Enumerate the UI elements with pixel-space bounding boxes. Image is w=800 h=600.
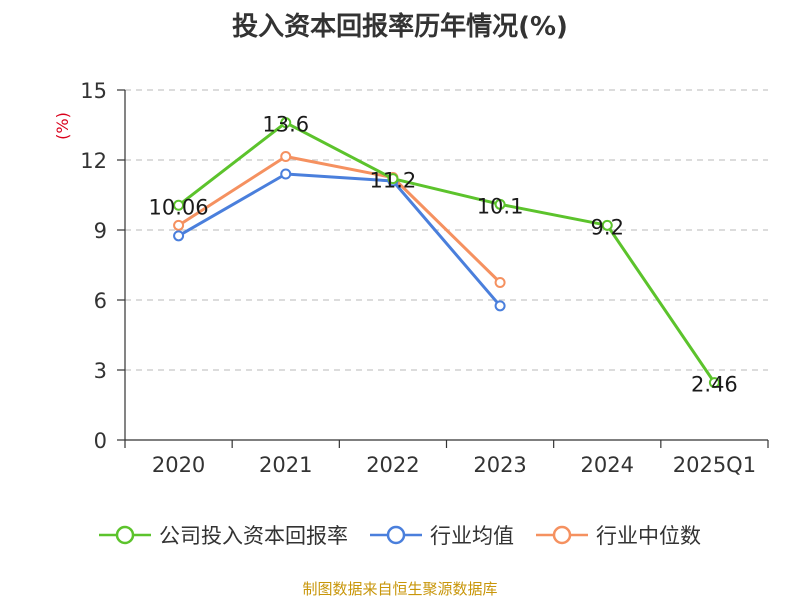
series-line — [177, 155, 502, 284]
y-tick-label: 0 — [94, 429, 107, 453]
x-tick-label: 2025Q1 — [673, 453, 756, 477]
data-point — [173, 199, 185, 211]
data-label: 13.6 — [262, 113, 309, 137]
series-line — [177, 172, 502, 307]
data-label: 10.1 — [477, 194, 524, 218]
data-point — [173, 219, 185, 231]
data-point — [494, 198, 506, 210]
legend-swatch-company — [99, 525, 151, 545]
legend-label-industry-median: 行业中位数 — [596, 524, 701, 548]
data-point — [601, 219, 613, 231]
legend: 公司投入资本回报率 行业均值 行业中位数 — [0, 520, 800, 550]
legend-item-industry-median[interactable]: 行业中位数 — [536, 520, 701, 550]
x-tick-label: 2024 — [581, 453, 634, 477]
legend-swatch-industry-avg — [370, 525, 422, 545]
data-point — [494, 277, 506, 288]
y-tick-label: 6 — [94, 289, 107, 313]
data-label: 10.06 — [149, 195, 209, 219]
data-point — [280, 151, 292, 162]
legend-item-industry-avg[interactable]: 行业均值 — [370, 520, 514, 550]
legend-label-industry-avg: 行业均值 — [430, 524, 514, 548]
data-point — [387, 173, 399, 185]
legend-swatch-industry-median — [536, 525, 588, 545]
data-label: 9.2 — [591, 215, 624, 239]
data-label: 11.2 — [370, 169, 417, 193]
y-tick-label: 12 — [80, 149, 107, 173]
y-tick-label: 3 — [94, 359, 107, 383]
y-tick-label: 9 — [94, 219, 107, 243]
x-tick-label: 2021 — [259, 453, 312, 477]
x-tick-label: 2023 — [473, 453, 526, 477]
x-tick-label: 2022 — [366, 453, 419, 477]
source-note: 制图数据来自恒生聚源数据库 — [302, 580, 498, 598]
chart-title: 投入资本回报率历年情况(%) — [232, 12, 568, 42]
x-tick-label: 2020 — [152, 453, 205, 477]
data-label: 2.46 — [691, 373, 738, 397]
series-line — [177, 121, 716, 384]
legend-item-company[interactable]: 公司投入资本回报率 — [99, 520, 348, 550]
y-axis-unit-label: (%) — [53, 112, 72, 140]
data-point — [494, 300, 506, 312]
data-point — [280, 168, 292, 180]
data-point — [280, 117, 292, 129]
data-point — [173, 230, 185, 242]
data-point — [708, 377, 720, 389]
y-tick-label: 15 — [80, 79, 107, 103]
legend-label-company: 公司投入资本回报率 — [159, 524, 348, 548]
